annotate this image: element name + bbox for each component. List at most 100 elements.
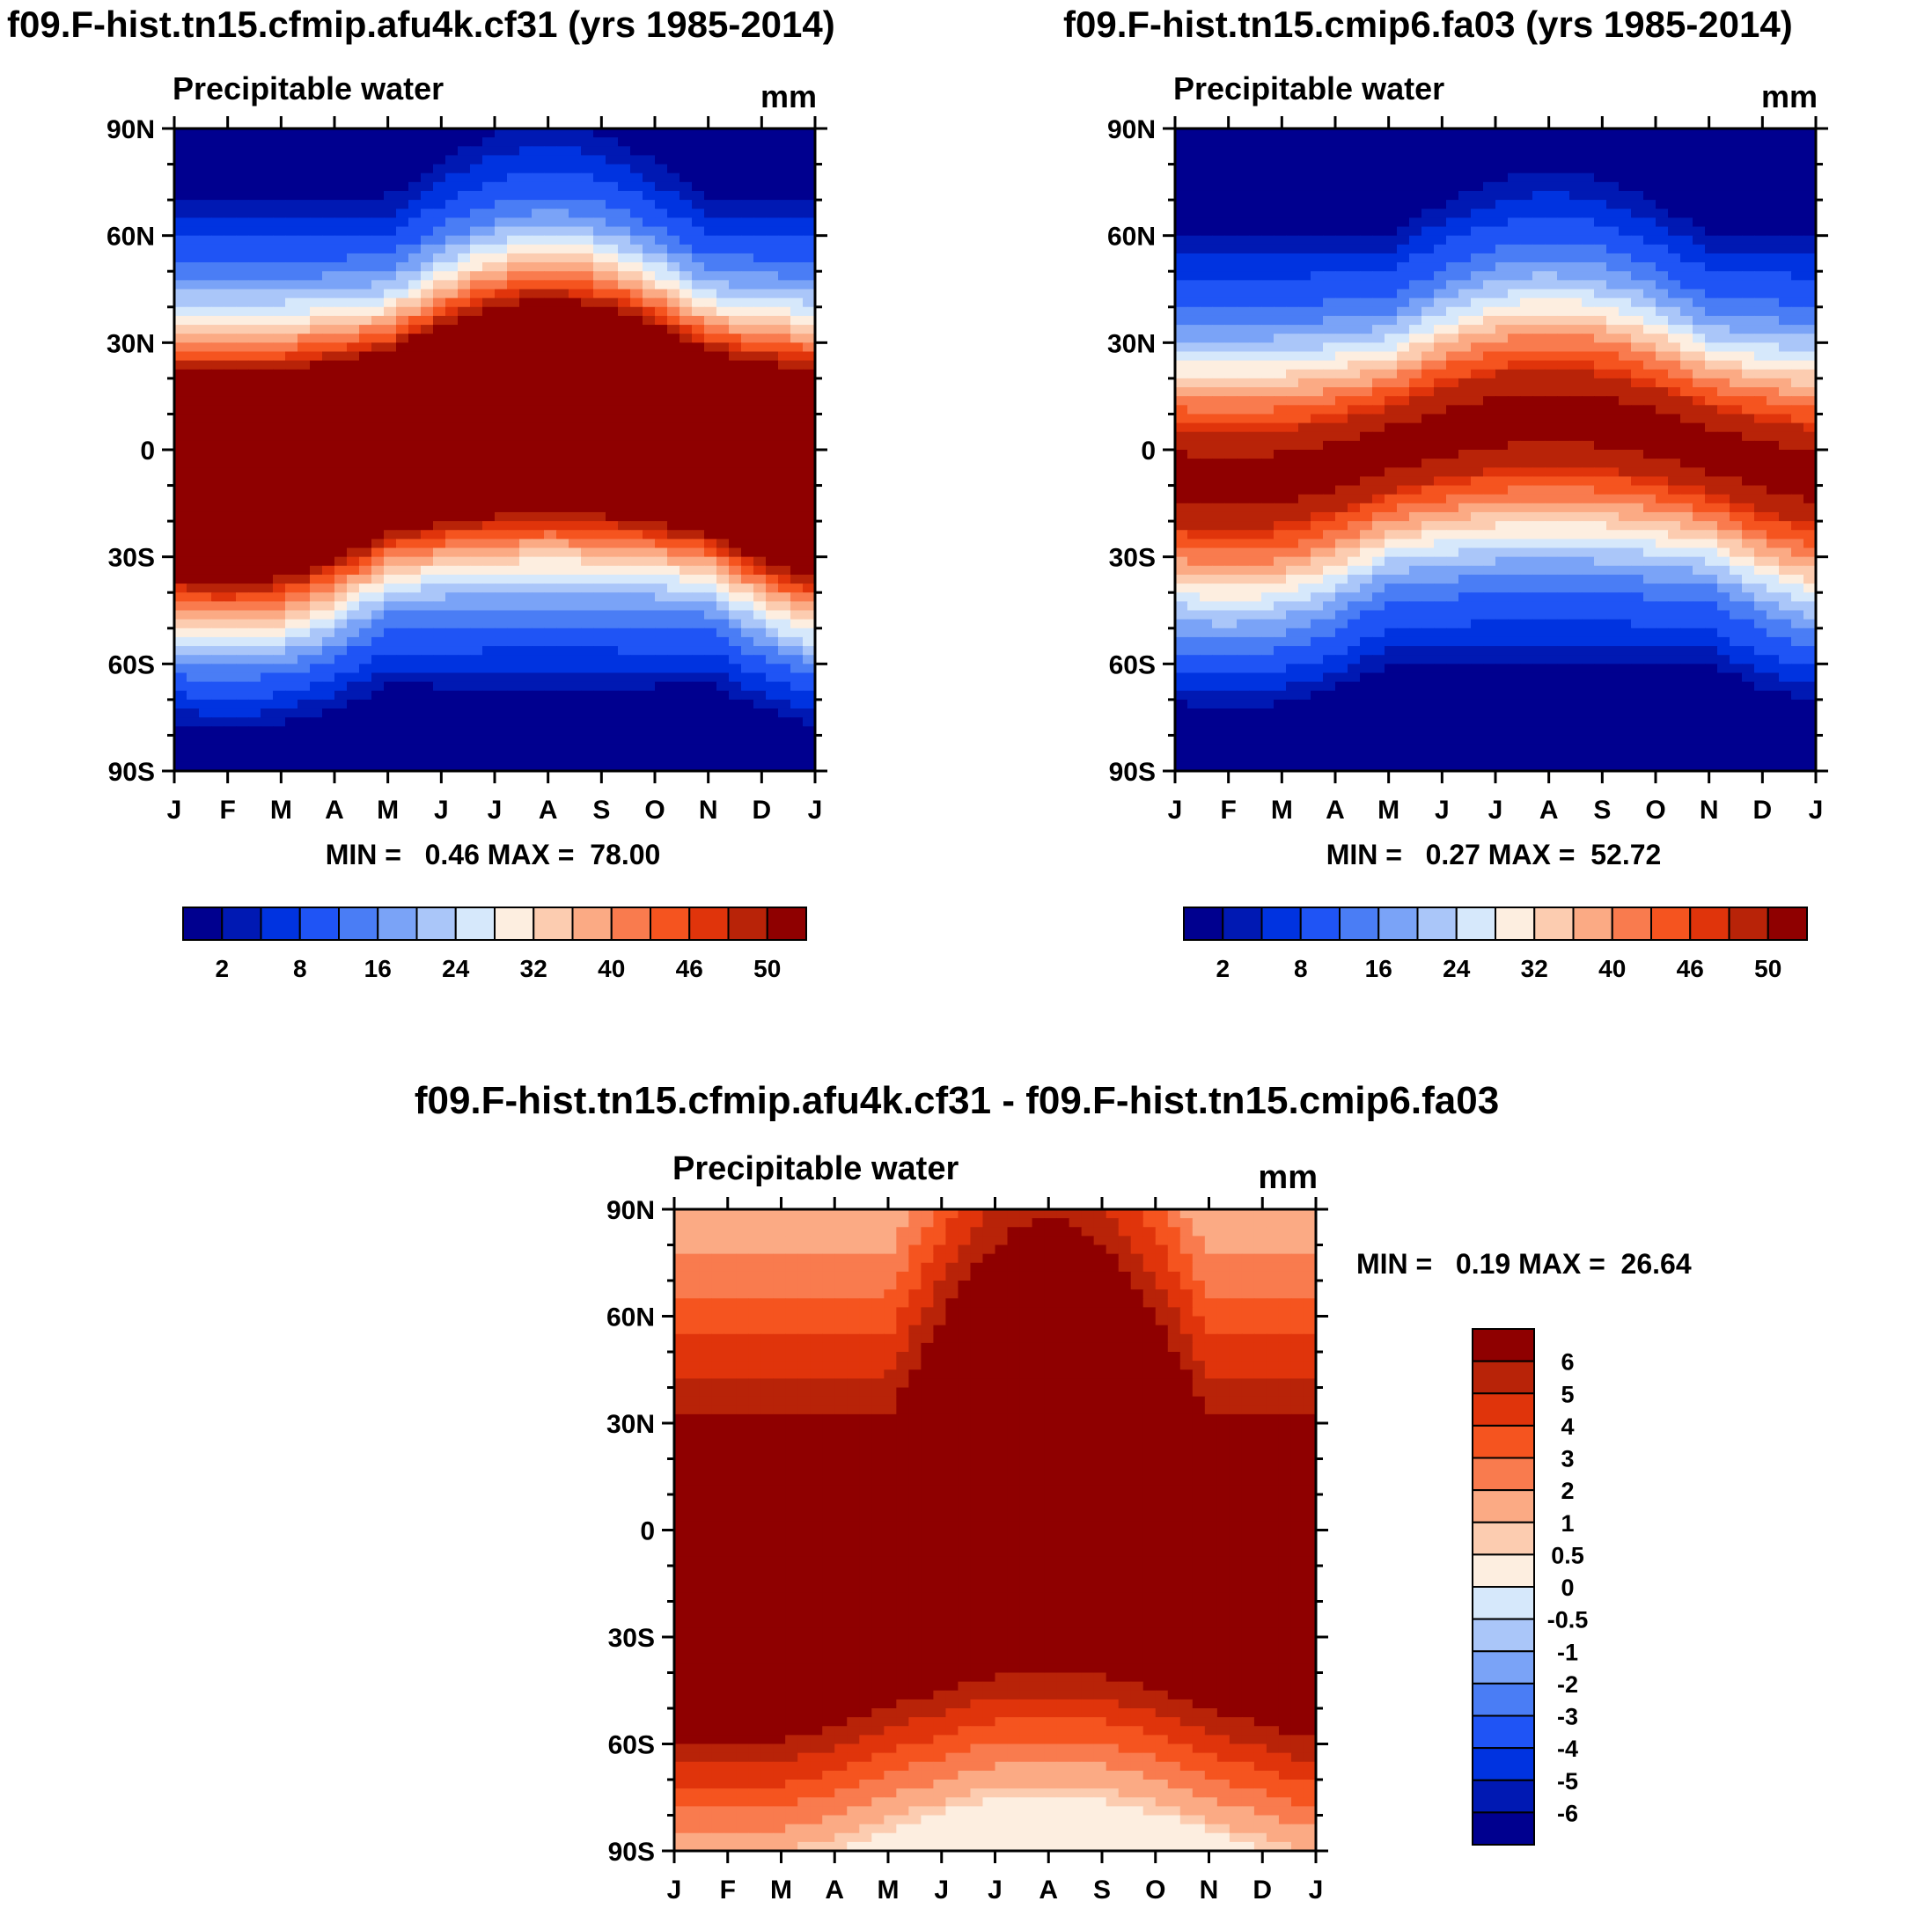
contour-cell xyxy=(273,744,286,754)
panel-b-subtitle: Precipitable water xyxy=(1173,70,1444,106)
panel-a-precipitable-water-cf31: f09.F-hist.tn15.cfmip.afu4k.cf31 (yrs 19… xyxy=(7,4,835,982)
contour-cell xyxy=(692,744,705,754)
contour-cell xyxy=(248,235,261,246)
contour-cell xyxy=(334,360,348,371)
contour-cell xyxy=(199,164,212,174)
contour-cell xyxy=(1409,190,1422,201)
contour-cell xyxy=(273,271,286,281)
contour-cell xyxy=(1311,164,1324,174)
contour-cell xyxy=(1311,137,1324,147)
contour-cell xyxy=(1261,128,1275,138)
contour-cell xyxy=(544,351,557,362)
contour-cell xyxy=(618,699,631,709)
contour-cell xyxy=(224,244,237,254)
contour-cell xyxy=(593,137,606,147)
contour-cell xyxy=(544,262,557,272)
contour-cell xyxy=(298,226,311,237)
contour-cell xyxy=(310,494,323,504)
contour-cell xyxy=(741,262,754,272)
contour-cell xyxy=(630,628,643,638)
contour-cell xyxy=(630,137,643,147)
contour-cell xyxy=(630,556,643,567)
contour-cell xyxy=(618,521,631,531)
contour-cell xyxy=(236,271,249,281)
contour-cell xyxy=(1791,181,1804,192)
contour-cell xyxy=(334,289,348,299)
contour-cell xyxy=(593,440,606,451)
contour-cell xyxy=(359,672,372,683)
contour-cell xyxy=(384,414,397,424)
contour-cell xyxy=(1335,209,1348,218)
contour-cell xyxy=(470,369,483,379)
contour-cell xyxy=(1298,137,1311,147)
contour-cell xyxy=(1619,306,1632,317)
contour-cell xyxy=(544,253,557,263)
contour-cell xyxy=(1286,289,1299,299)
contour-cell xyxy=(1483,217,1496,228)
contour-cell xyxy=(1187,262,1201,272)
contour-cell xyxy=(692,209,705,218)
contour-cell xyxy=(421,619,434,629)
contour-cell xyxy=(1385,297,1398,308)
contour-cell xyxy=(1569,181,1583,192)
contour-cell xyxy=(224,128,237,138)
contour-cell xyxy=(347,467,360,478)
contour-cell xyxy=(704,690,717,701)
contour-cell xyxy=(433,155,446,165)
contour-cell xyxy=(643,306,656,317)
contour-cell xyxy=(236,584,249,593)
contour-cell xyxy=(778,414,791,424)
contour-cell xyxy=(310,619,323,629)
contour-cell xyxy=(716,690,730,701)
contour-cell xyxy=(408,584,422,593)
contour-cell xyxy=(532,521,545,531)
contour-cell xyxy=(211,164,224,174)
contour-cell xyxy=(187,351,200,362)
contour-cell xyxy=(433,556,446,567)
contour-cell xyxy=(778,190,791,201)
contour-cell xyxy=(261,226,274,237)
contour-cell xyxy=(618,173,631,183)
contour-cell xyxy=(1286,164,1299,174)
contour-cell xyxy=(1643,306,1657,317)
contour-cell xyxy=(1249,217,1262,228)
contour-cell xyxy=(433,289,446,299)
contour-cell xyxy=(1483,280,1496,290)
contour-cell xyxy=(766,334,779,343)
contour-cell xyxy=(593,155,606,165)
contour-cell xyxy=(1274,209,1287,218)
contour-cell xyxy=(1434,181,1447,192)
contour-cell xyxy=(359,217,372,228)
contour-cell xyxy=(766,253,779,263)
contour-cell xyxy=(384,655,397,664)
contour-cell xyxy=(803,726,816,737)
contour-cell xyxy=(199,378,212,388)
contour-cell xyxy=(569,601,582,612)
contour-cell xyxy=(655,431,668,442)
contour-cell xyxy=(667,610,680,620)
contour-cell xyxy=(532,592,545,602)
contour-cell xyxy=(495,690,508,701)
contour-cell xyxy=(445,173,459,183)
contour-cell xyxy=(1495,235,1509,246)
contour-cell xyxy=(236,422,249,433)
contour-cell xyxy=(1717,262,1730,272)
contour-cell xyxy=(1187,164,1201,174)
contour-cell xyxy=(1582,190,1595,201)
contour-cell xyxy=(1397,280,1410,290)
contour-cell xyxy=(655,450,668,459)
contour-cell xyxy=(581,217,594,228)
contour-cell xyxy=(556,547,569,558)
contour-cell xyxy=(519,431,533,442)
contour-cell xyxy=(285,297,298,308)
contour-cell xyxy=(790,440,804,451)
contour-cell xyxy=(507,262,520,272)
contour-cell xyxy=(310,592,323,602)
contour-cell xyxy=(519,646,533,656)
contour-cell xyxy=(778,297,791,308)
contour-cell xyxy=(248,521,261,531)
contour-cell xyxy=(753,565,767,576)
contour-cell xyxy=(359,628,372,638)
contour-cell xyxy=(1643,164,1657,174)
contour-cell xyxy=(680,414,693,424)
